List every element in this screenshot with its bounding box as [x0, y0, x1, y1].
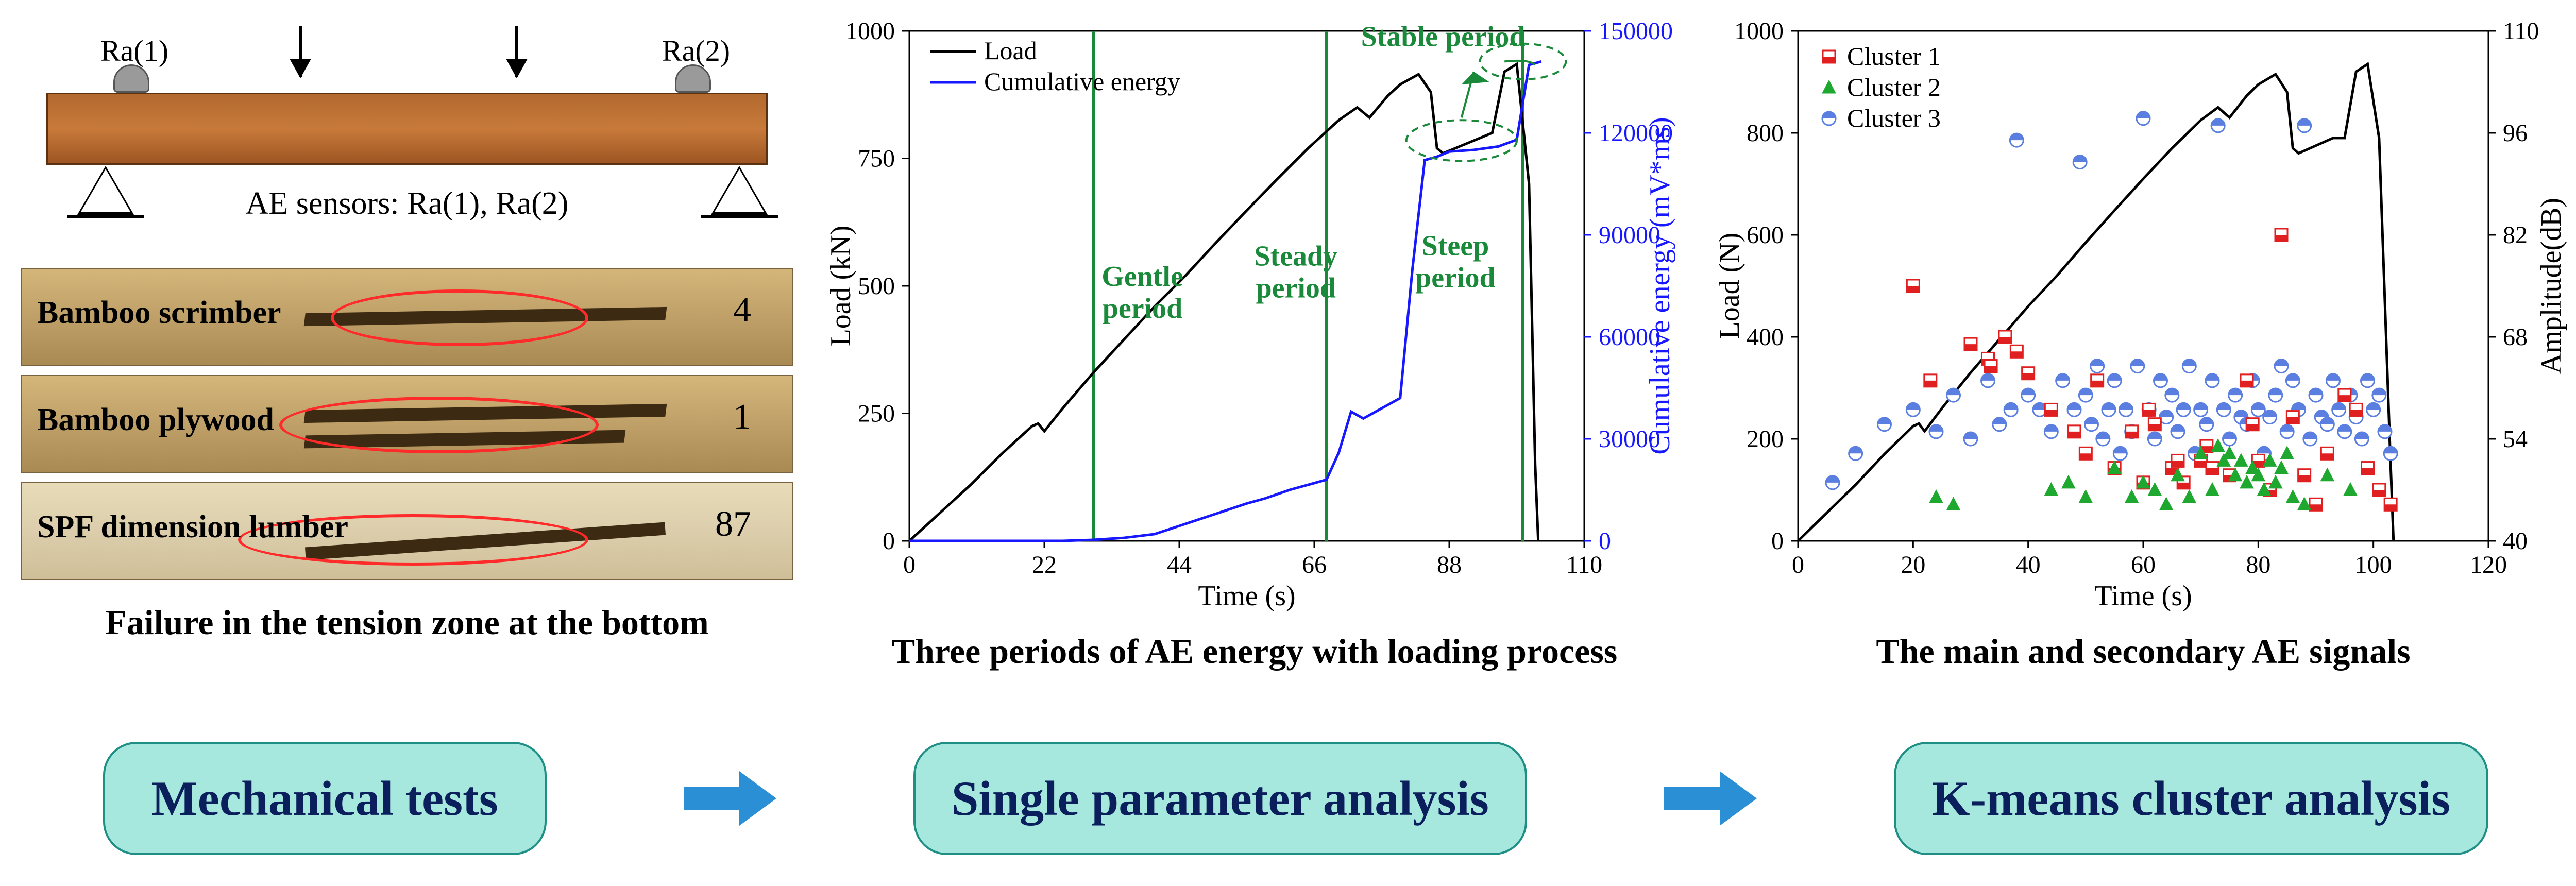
sensor-ra2-label: Ra(2): [662, 33, 730, 68]
flow-box-2: Single parameter analysis: [913, 742, 1527, 855]
svg-text:80: 80: [2246, 551, 2270, 578]
svg-text:44: 44: [1167, 551, 1192, 578]
sensor-ra1: [113, 64, 149, 93]
svg-text:Load: Load: [984, 36, 1037, 65]
svg-text:period: period: [1103, 293, 1183, 325]
beam-diagram: Ra(1) Ra(2) AE sensors: Ra(1), Ra(2): [21, 10, 793, 247]
svg-text:96: 96: [2503, 120, 2528, 147]
flow-arrow-icon: [1664, 775, 1757, 822]
svg-text:150000: 150000: [1599, 18, 1673, 45]
panel-energy-chart: 0224466881100250500750100003000060000900…: [822, 10, 1687, 680]
svg-text:Cumulative energy: Cumulative energy: [984, 67, 1180, 96]
sample-label: SPF dimension lumber: [37, 509, 348, 546]
svg-text:Steep: Steep: [1422, 230, 1489, 262]
svg-text:66: 66: [1302, 551, 1327, 578]
svg-text:120: 120: [2470, 551, 2507, 578]
svg-text:Cluster 2: Cluster 2: [1847, 73, 1941, 101]
svg-text:54: 54: [2503, 425, 2528, 453]
beam: [46, 93, 768, 165]
svg-text:500: 500: [858, 272, 895, 300]
svg-text:100: 100: [2355, 551, 2392, 578]
sample-photos: Bamboo scrimber 4 Bamboo plywood 1 SPF d…: [21, 268, 793, 589]
main-row: Ra(1) Ra(2) AE sensors: Ra(1), Ra(2) Bam…: [15, 10, 2576, 680]
panel-cluster-chart: 0 20 40 60 80 100 120 0 200 400 600 800 1000 40 54 68 82…: [1710, 10, 2576, 680]
flow-row: Mechanical tests Single parameter analys…: [103, 731, 2488, 865]
svg-text:Time (s): Time (s): [1198, 580, 1295, 612]
svg-text:1000: 1000: [1734, 18, 1784, 45]
caption-right: The main and secondary AE signals: [1876, 631, 2410, 672]
svg-text:0: 0: [1771, 527, 1784, 555]
svg-text:400: 400: [1747, 323, 1784, 351]
panel-mechanical: Ra(1) Ra(2) AE sensors: Ra(1), Ra(2) Bam…: [15, 10, 799, 680]
svg-text:1000: 1000: [845, 18, 895, 45]
sample-label: Bamboo scrimber: [37, 295, 281, 331]
ae-sensors-label: AE sensors: Ra(1), Ra(2): [21, 185, 793, 222]
sample-plywood: Bamboo plywood 1: [21, 375, 793, 473]
svg-text:Load (N): Load (N): [1714, 233, 1745, 339]
caption-left: Failure in the tension zone at the botto…: [105, 602, 709, 643]
energy-chart: 0224466881100250500750100003000060000900…: [822, 10, 1687, 618]
flow-box-1: Mechanical tests: [103, 742, 547, 855]
svg-text:110: 110: [2503, 18, 2539, 45]
svg-text:Gentle: Gentle: [1101, 261, 1183, 293]
svg-text:110: 110: [1566, 551, 1602, 578]
caption-mid: Three periods of AE energy with loading …: [892, 631, 1618, 672]
sample-label: Bamboo plywood: [37, 402, 274, 438]
sample-mark: 87: [715, 504, 751, 545]
svg-text:0: 0: [1599, 527, 1611, 555]
svg-text:22: 22: [1032, 551, 1057, 578]
svg-text:800: 800: [1747, 120, 1784, 147]
svg-text:Cluster 3: Cluster 3: [1847, 104, 1941, 132]
load-arrow-1: [299, 26, 302, 77]
sample-mark: 1: [733, 397, 751, 438]
sensor-ra1-label: Ra(1): [100, 33, 168, 68]
svg-text:Time (s): Time (s): [2094, 580, 2192, 612]
cluster-chart: 0 20 40 60 80 100 120 0 200 400 600 800 1000 40 54 68 82…: [1710, 10, 2576, 618]
svg-text:750: 750: [858, 145, 895, 173]
svg-text:0: 0: [903, 551, 916, 578]
svg-text:0: 0: [1792, 551, 1804, 578]
svg-text:88: 88: [1437, 551, 1462, 578]
flow-box-3: K-means cluster analysis: [1894, 742, 2488, 855]
svg-text:period: period: [1256, 272, 1336, 304]
svg-text:200: 200: [1747, 425, 1784, 453]
svg-text:250: 250: [858, 400, 895, 428]
svg-text:60: 60: [2131, 551, 2156, 578]
sample-spf: SPF dimension lumber 87: [21, 482, 793, 580]
svg-text:600: 600: [1747, 222, 1784, 249]
sample-scrimber: Bamboo scrimber 4: [21, 268, 793, 366]
svg-text:Cluster 1: Cluster 1: [1847, 42, 1941, 71]
svg-text:period: period: [1415, 262, 1496, 294]
svg-text:82: 82: [2503, 222, 2528, 249]
svg-text:0: 0: [883, 527, 895, 555]
load-arrow-2: [515, 26, 518, 77]
flow-arrow-icon: [684, 775, 776, 822]
svg-text:Stable period: Stable period: [1361, 21, 1526, 53]
sensor-ra2: [675, 64, 711, 93]
svg-text:68: 68: [2503, 323, 2528, 351]
svg-text:Steady: Steady: [1254, 240, 1337, 272]
svg-text:40: 40: [2016, 551, 2041, 578]
svg-text:Cumulative energy (mV*ms): Cumulative energy (mV*ms): [1644, 117, 1676, 454]
svg-text:Amplitude(dB): Amplitude(dB): [2535, 198, 2567, 374]
sample-mark: 4: [733, 289, 751, 331]
svg-text:Load (kN): Load (kN): [825, 226, 857, 347]
svg-text:40: 40: [2503, 527, 2528, 555]
svg-text:20: 20: [1901, 551, 1925, 578]
